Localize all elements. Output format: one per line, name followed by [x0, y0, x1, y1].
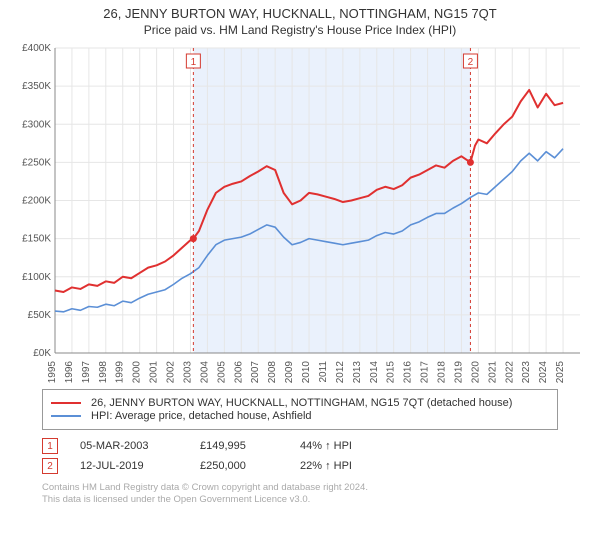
svg-text:2: 2 — [468, 57, 474, 68]
svg-text:2006: 2006 — [233, 361, 244, 383]
svg-text:2009: 2009 — [284, 361, 295, 383]
legend-item: HPI: Average price, detached house, Ashf… — [51, 410, 549, 422]
legend-label: 26, JENNY BURTON WAY, HUCKNALL, NOTTINGH… — [91, 397, 512, 409]
svg-text:2005: 2005 — [216, 361, 227, 383]
credit-line: Contains HM Land Registry data © Crown c… — [42, 482, 558, 494]
svg-text:2011: 2011 — [318, 361, 329, 383]
svg-text:2002: 2002 — [166, 361, 177, 383]
svg-text:£50K: £50K — [28, 310, 52, 321]
svg-text:1: 1 — [191, 57, 197, 68]
svg-text:2016: 2016 — [403, 361, 414, 383]
svg-text:2024: 2024 — [538, 361, 549, 383]
line-chart: £0K £50K £100K £150K £200K £250K £300K £350K £40… — [15, 43, 585, 383]
svg-text:2020: 2020 — [470, 361, 481, 383]
sale-marker-row: 1 05-MAR-2003 £149,995 44% ↑ HPI — [42, 438, 558, 454]
svg-text:£300K: £300K — [22, 119, 51, 130]
svg-text:2008: 2008 — [267, 361, 278, 383]
svg-text:2019: 2019 — [453, 361, 464, 383]
svg-text:2000: 2000 — [132, 361, 143, 383]
credit-text: Contains HM Land Registry data © Crown c… — [42, 482, 558, 507]
sale-marker-date: 05-MAR-2003 — [80, 440, 200, 452]
svg-text:2004: 2004 — [199, 361, 210, 383]
svg-text:2022: 2022 — [504, 361, 515, 383]
svg-text:2013: 2013 — [352, 361, 363, 383]
chart-titles: 26, JENNY BURTON WAY, HUCKNALL, NOTTINGH… — [0, 0, 600, 37]
legend: 26, JENNY BURTON WAY, HUCKNALL, NOTTINGH… — [42, 389, 558, 430]
svg-text:£200K: £200K — [22, 196, 51, 207]
svg-text:2021: 2021 — [487, 361, 498, 383]
svg-text:2014: 2014 — [369, 361, 380, 383]
svg-text:£100K: £100K — [22, 272, 51, 283]
svg-text:2015: 2015 — [386, 361, 397, 383]
svg-text:2025: 2025 — [555, 361, 566, 383]
svg-text:£250K: £250K — [22, 157, 51, 168]
svg-text:2001: 2001 — [149, 361, 160, 383]
legend-label: HPI: Average price, detached house, Ashf… — [91, 410, 312, 422]
svg-text:2012: 2012 — [335, 361, 346, 383]
svg-text:1997: 1997 — [81, 361, 92, 383]
chart-area: £0K £50K £100K £150K £200K £250K £300K £350K £40… — [15, 43, 585, 383]
sale-marker-badge: 2 — [42, 458, 58, 474]
svg-text:2017: 2017 — [420, 361, 431, 383]
sale-markers-list: 1 05-MAR-2003 £149,995 44% ↑ HPI 2 12-JU… — [42, 438, 558, 474]
sale-marker-price: £250,000 — [200, 460, 300, 472]
svg-text:2007: 2007 — [250, 361, 261, 383]
svg-text:£150K: £150K — [22, 234, 51, 245]
svg-text:2018: 2018 — [437, 361, 448, 383]
svg-text:2003: 2003 — [182, 361, 193, 383]
legend-swatch — [51, 402, 81, 404]
sale-marker-note: 44% ↑ HPI — [300, 440, 420, 452]
chart-subtitle: Price paid vs. HM Land Registry's House … — [0, 23, 600, 37]
legend-swatch — [51, 415, 81, 417]
svg-text:£0K: £0K — [33, 348, 51, 359]
svg-text:1996: 1996 — [64, 361, 75, 383]
svg-text:1998: 1998 — [98, 361, 109, 383]
sale-marker-note: 22% ↑ HPI — [300, 460, 420, 472]
sale-marker-row: 2 12-JUL-2019 £250,000 22% ↑ HPI — [42, 458, 558, 474]
svg-text:£350K: £350K — [22, 81, 51, 92]
sale-marker-price: £149,995 — [200, 440, 300, 452]
chart-title: 26, JENNY BURTON WAY, HUCKNALL, NOTTINGH… — [0, 6, 600, 21]
svg-text:2023: 2023 — [521, 361, 532, 383]
svg-text:2010: 2010 — [301, 361, 312, 383]
legend-item: 26, JENNY BURTON WAY, HUCKNALL, NOTTINGH… — [51, 397, 549, 409]
credit-line: This data is licensed under the Open Gov… — [42, 494, 558, 506]
sale-marker-badge: 1 — [42, 438, 58, 454]
svg-text:£400K: £400K — [22, 43, 51, 54]
svg-text:1999: 1999 — [115, 361, 126, 383]
svg-text:1995: 1995 — [47, 361, 58, 383]
sale-marker-date: 12-JUL-2019 — [80, 460, 200, 472]
